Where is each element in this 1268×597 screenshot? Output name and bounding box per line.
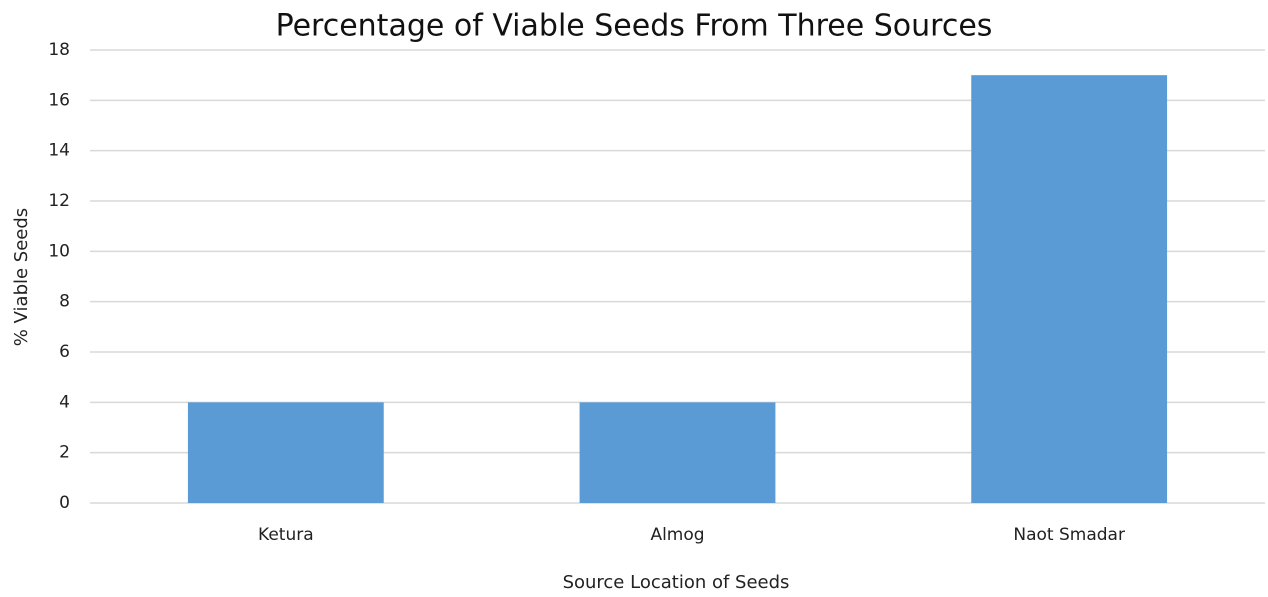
y-tick-label: 10 xyxy=(48,241,70,261)
bar xyxy=(187,402,384,503)
y-axis-title: % Viable Seeds xyxy=(11,208,32,346)
x-tick-label: Almog xyxy=(650,525,704,545)
y-tick-label: 8 xyxy=(59,292,70,312)
chart-title: Percentage of Viable Seeds From Three So… xyxy=(276,9,993,44)
x-tick-label: Naot Smadar xyxy=(1013,525,1125,545)
y-tick-label: 12 xyxy=(48,191,70,211)
y-tick-label: 16 xyxy=(48,90,70,110)
bar xyxy=(579,402,776,503)
y-tick-label: 6 xyxy=(59,342,70,362)
y-tick-label: 0 xyxy=(59,493,70,513)
y-tick-label: 18 xyxy=(48,40,70,60)
y-tick-label: 14 xyxy=(48,141,70,161)
y-tick-label: 2 xyxy=(59,443,70,463)
bar xyxy=(971,75,1168,504)
y-tick-label: 4 xyxy=(59,392,70,412)
x-tick-label: Ketura xyxy=(258,525,314,545)
x-axis-title: Source Location of Seeds xyxy=(563,572,790,593)
